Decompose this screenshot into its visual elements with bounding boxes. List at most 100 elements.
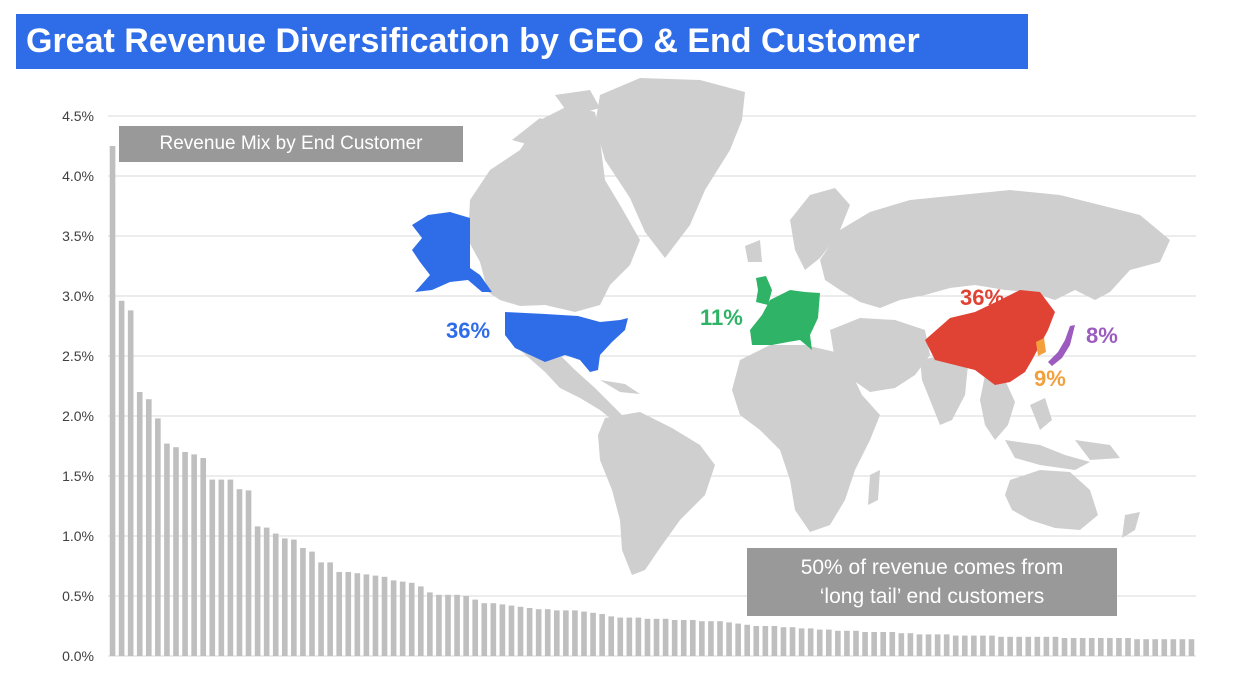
map-europe [750,290,820,350]
bar [381,576,388,656]
bar [327,562,333,656]
bar [862,632,868,656]
bar [898,633,905,656]
bar [354,573,361,656]
bar [155,418,161,656]
y-tick-label: 4.5% [62,108,94,124]
usa-share-label: 36% [446,318,491,343]
bar [971,635,977,656]
bar [1097,638,1104,656]
bar [336,572,343,656]
bar [789,627,796,656]
bar [662,618,669,656]
bar [934,634,941,656]
bar [553,610,560,656]
bar [925,634,932,656]
map-uk [756,276,772,305]
bar [644,618,651,656]
bar [191,454,197,656]
bar [1088,638,1095,656]
bar [182,452,188,656]
europe-share-label: 11% [700,305,743,330]
bar [916,634,923,656]
bar [508,605,515,656]
bar [127,310,134,656]
bar [1134,639,1140,656]
bar [608,616,615,656]
china-share-label: 36% [960,285,1005,310]
bar [853,630,859,656]
bar [653,618,660,656]
y-tick-label: 1.0% [62,528,94,544]
bar [980,635,986,656]
bar [1125,638,1131,656]
bar [989,635,995,656]
bar [952,635,959,656]
bar [254,526,261,656]
bar [671,620,678,656]
bar [490,603,497,656]
bar [835,630,841,656]
bar [726,622,732,656]
bar [590,612,596,656]
bar [445,594,451,656]
y-tick-label: 1.5% [62,468,94,484]
bar [309,551,315,656]
y-tick-label: 0.5% [62,588,94,604]
note-line-1: 50% of revenue comes from [800,556,1064,579]
bar [617,617,624,656]
note-line-2: ‘long tail’ end customers [819,585,1045,608]
bar [427,592,433,656]
bar [717,621,723,656]
long-tail-note: 50% of revenue comes from ‘long tail’ en… [747,548,1117,616]
bar [408,582,415,656]
bar [544,609,551,656]
bar [1070,638,1077,656]
bar [535,609,542,656]
y-tick-label: 2.5% [62,348,94,364]
y-tick-label: 4.0% [62,168,94,184]
bar [1079,638,1086,656]
japan-share-label: 8% [1086,323,1118,348]
korea-share-label: 9% [1034,366,1066,391]
bar [1179,639,1186,656]
bar [281,538,288,656]
map-china [925,290,1055,385]
bar [245,490,252,656]
bar [943,634,950,656]
bar [390,580,397,656]
bar [200,458,207,656]
bar [880,632,887,656]
bar [1188,639,1195,656]
bar [762,626,769,656]
bar [744,624,751,656]
bar [1116,638,1122,656]
bar [1152,639,1159,656]
bar [499,604,506,656]
bar [1143,639,1149,656]
bar [961,635,968,656]
bar [1007,636,1013,656]
bar [318,562,324,656]
bar [272,533,279,656]
map-land [468,78,1170,575]
map-korea [1036,338,1046,356]
world-map [412,78,1170,575]
bar [771,626,778,656]
legend-label: Revenue Mix by End Customer [119,126,463,162]
y-tick-label: 0.0% [62,648,94,664]
y-tick-label: 3.0% [62,288,94,304]
bar [563,610,569,656]
bar [109,146,116,656]
bar [164,443,170,656]
bar [1161,639,1168,656]
bar [889,632,896,656]
bar [454,594,460,656]
bar [481,603,488,656]
bar [227,479,234,656]
bar [1170,639,1177,656]
bar [844,630,850,656]
bar [1043,636,1050,656]
map-alaska [412,212,492,292]
bar [1061,638,1068,656]
